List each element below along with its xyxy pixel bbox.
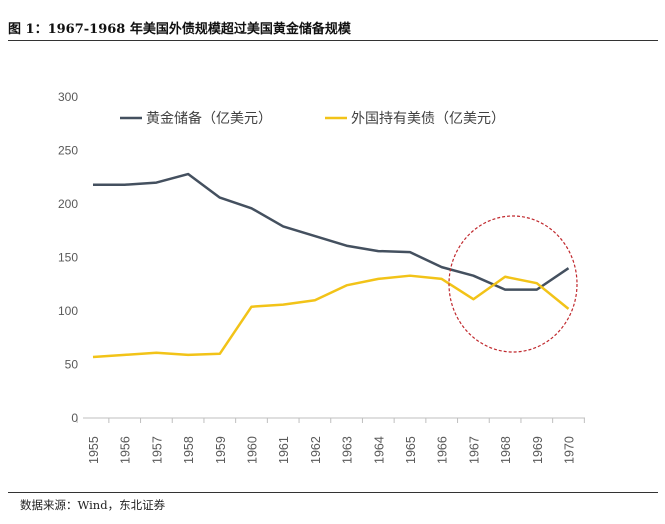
x-tick-label: 1969 xyxy=(531,436,545,464)
x-tick-label: 1956 xyxy=(119,436,133,464)
figure-title: 图 1：1967-1968 年美国外债规模超过美国黄金储备规模 xyxy=(8,22,351,37)
legend-label-1: 外国持有美债（亿美元） xyxy=(351,111,505,127)
y-tick-label: 100 xyxy=(58,304,78,318)
x-tick-label: 1960 xyxy=(246,436,260,464)
x-tick-label: 1966 xyxy=(436,436,450,464)
y-tick-label: 0 xyxy=(71,411,78,425)
x-tick-label: 1961 xyxy=(277,436,291,464)
series-line-0 xyxy=(93,172,570,291)
x-tick-label: 1959 xyxy=(214,436,228,464)
legend-label-0: 黄金储备（亿美元） xyxy=(146,110,272,127)
annotation-circle xyxy=(448,215,578,353)
y-tick-label: 200 xyxy=(58,197,78,211)
x-tick-label: 1970 xyxy=(563,436,577,464)
footer-rule xyxy=(8,492,658,493)
series-line-1 xyxy=(92,274,570,359)
y-tick-label: 300 xyxy=(58,90,78,104)
x-tick-label: 1962 xyxy=(309,436,323,464)
x-tick-label: 1964 xyxy=(372,436,386,464)
title-rule xyxy=(8,40,658,41)
x-tick-label: 1965 xyxy=(404,436,418,464)
y-tick-label: 50 xyxy=(65,358,79,372)
source-note: 数据来源：Wind，东北证券 xyxy=(20,498,166,512)
x-tick-label: 1963 xyxy=(341,436,355,464)
x-tick-label: 1968 xyxy=(499,436,513,464)
x-tick-label: 1955 xyxy=(87,436,101,464)
x-tick-label: 1958 xyxy=(182,436,196,464)
x-tick-label: 1957 xyxy=(150,436,164,464)
y-tick-label: 150 xyxy=(58,251,78,265)
y-tick-label: 250 xyxy=(58,144,78,158)
x-tick-label: 1967 xyxy=(467,436,481,464)
